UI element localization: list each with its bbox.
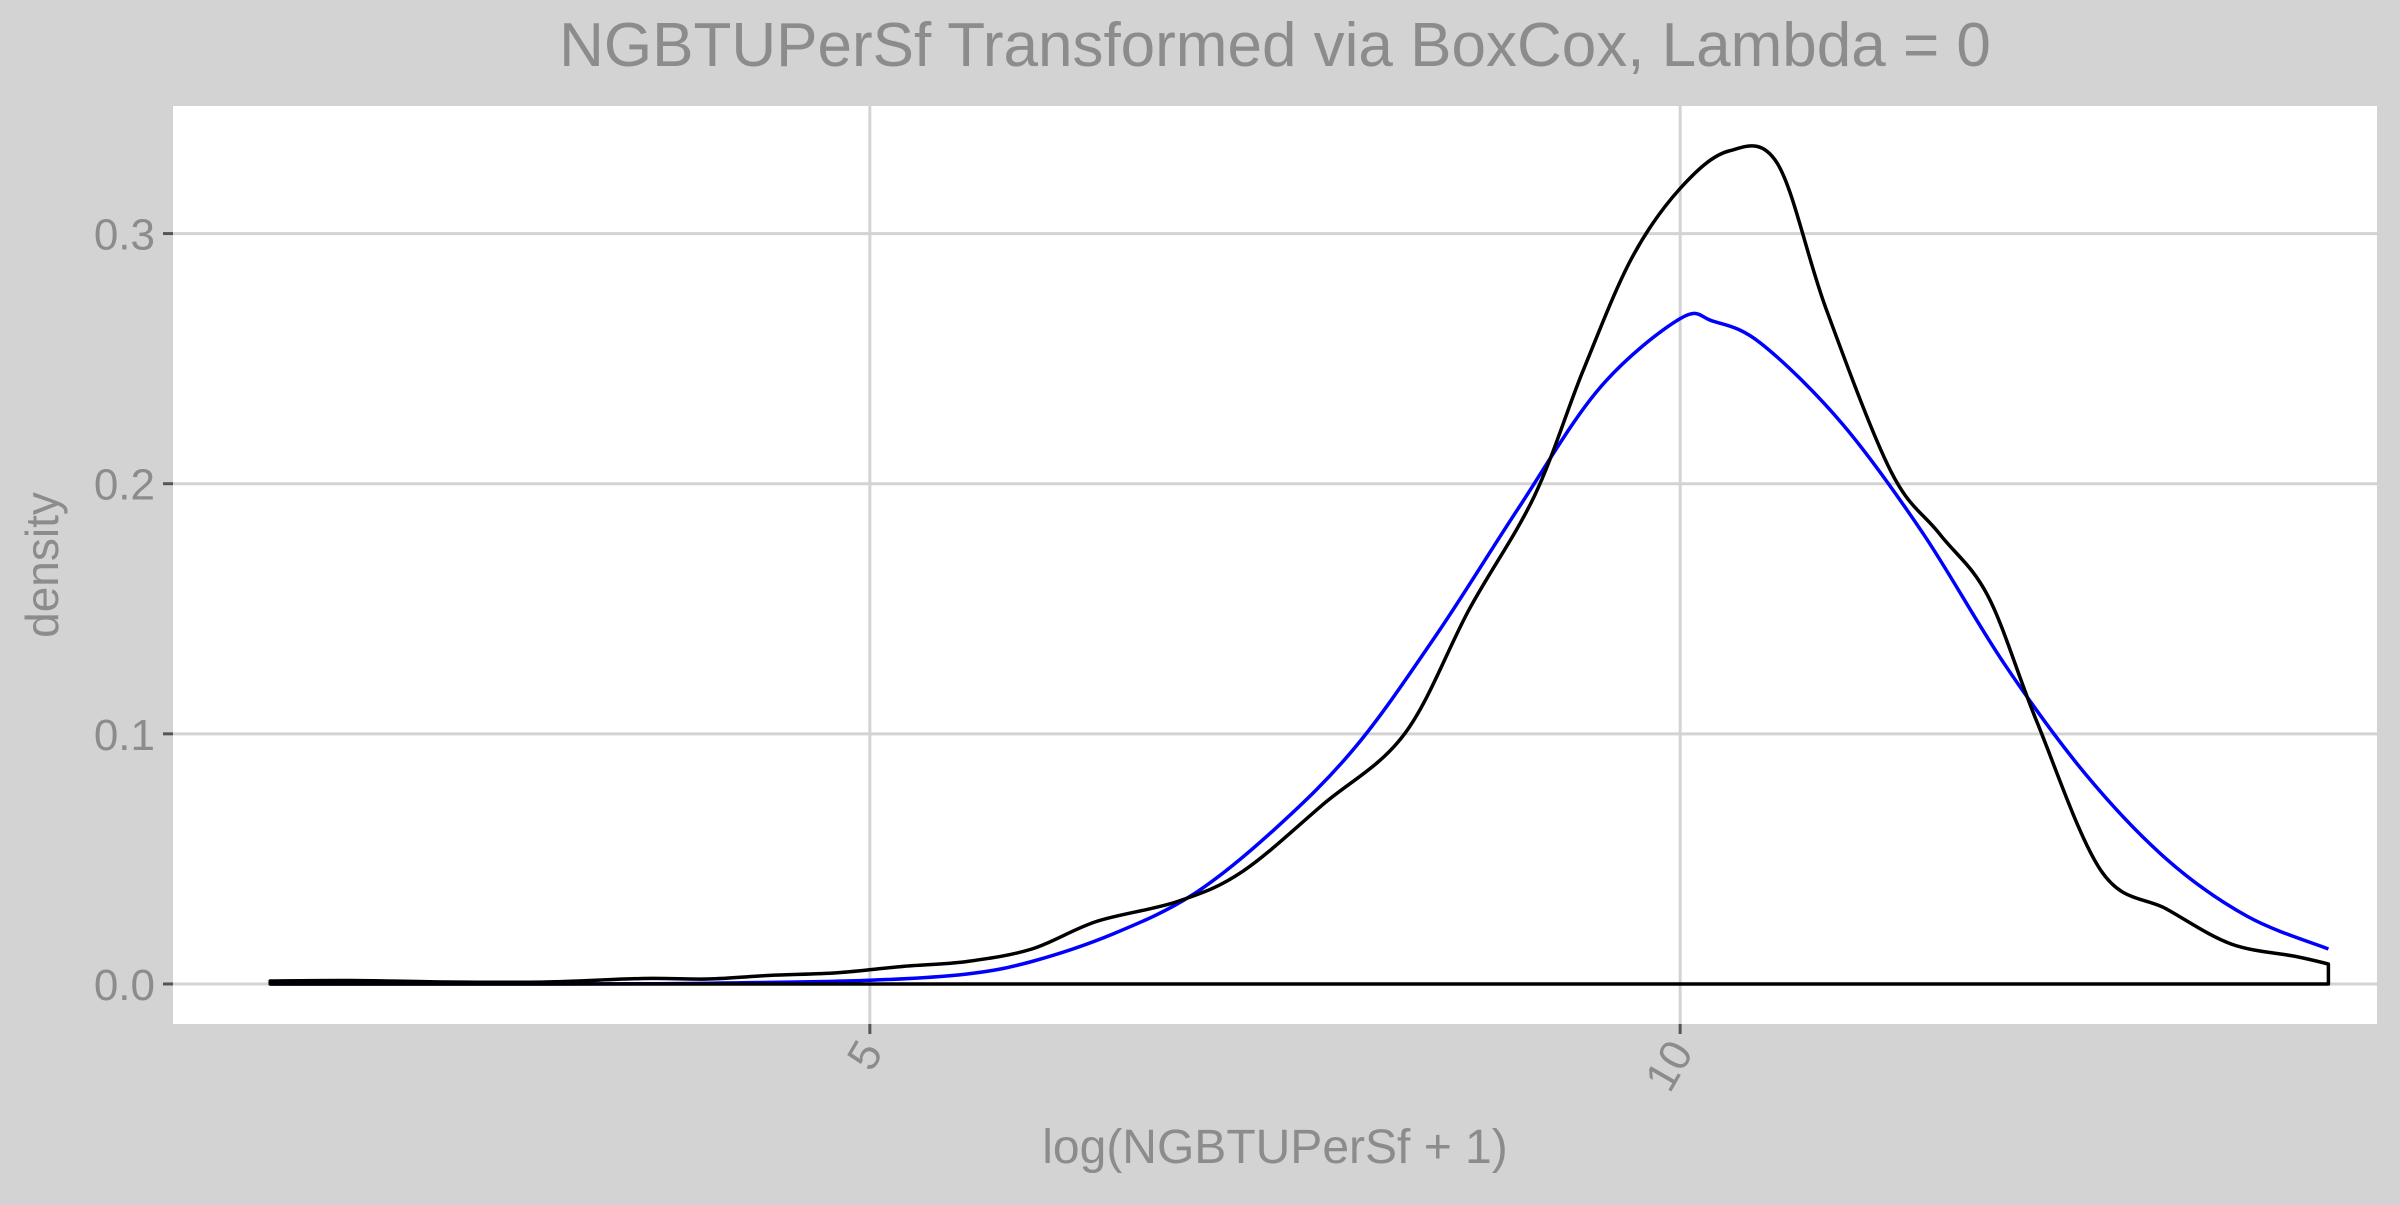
y-tick-label: 0.1 — [94, 711, 155, 760]
y-axis-label: density — [16, 492, 68, 638]
x-axis-label: log(NGBTUPerSf + 1) — [1042, 1121, 1507, 1174]
density-curve — [268, 144, 2331, 986]
series-layer — [268, 144, 2331, 986]
y-tick-label: 0.0 — [94, 961, 155, 1010]
y-tick-label: 0.2 — [94, 461, 155, 510]
normal-fit-curve — [270, 311, 2330, 986]
chart-title: NGBTUPerSf Transformed via BoxCox, Lambd… — [559, 11, 1991, 80]
plot-panel — [173, 106, 2377, 1024]
y-tick-label: 0.3 — [94, 211, 155, 260]
